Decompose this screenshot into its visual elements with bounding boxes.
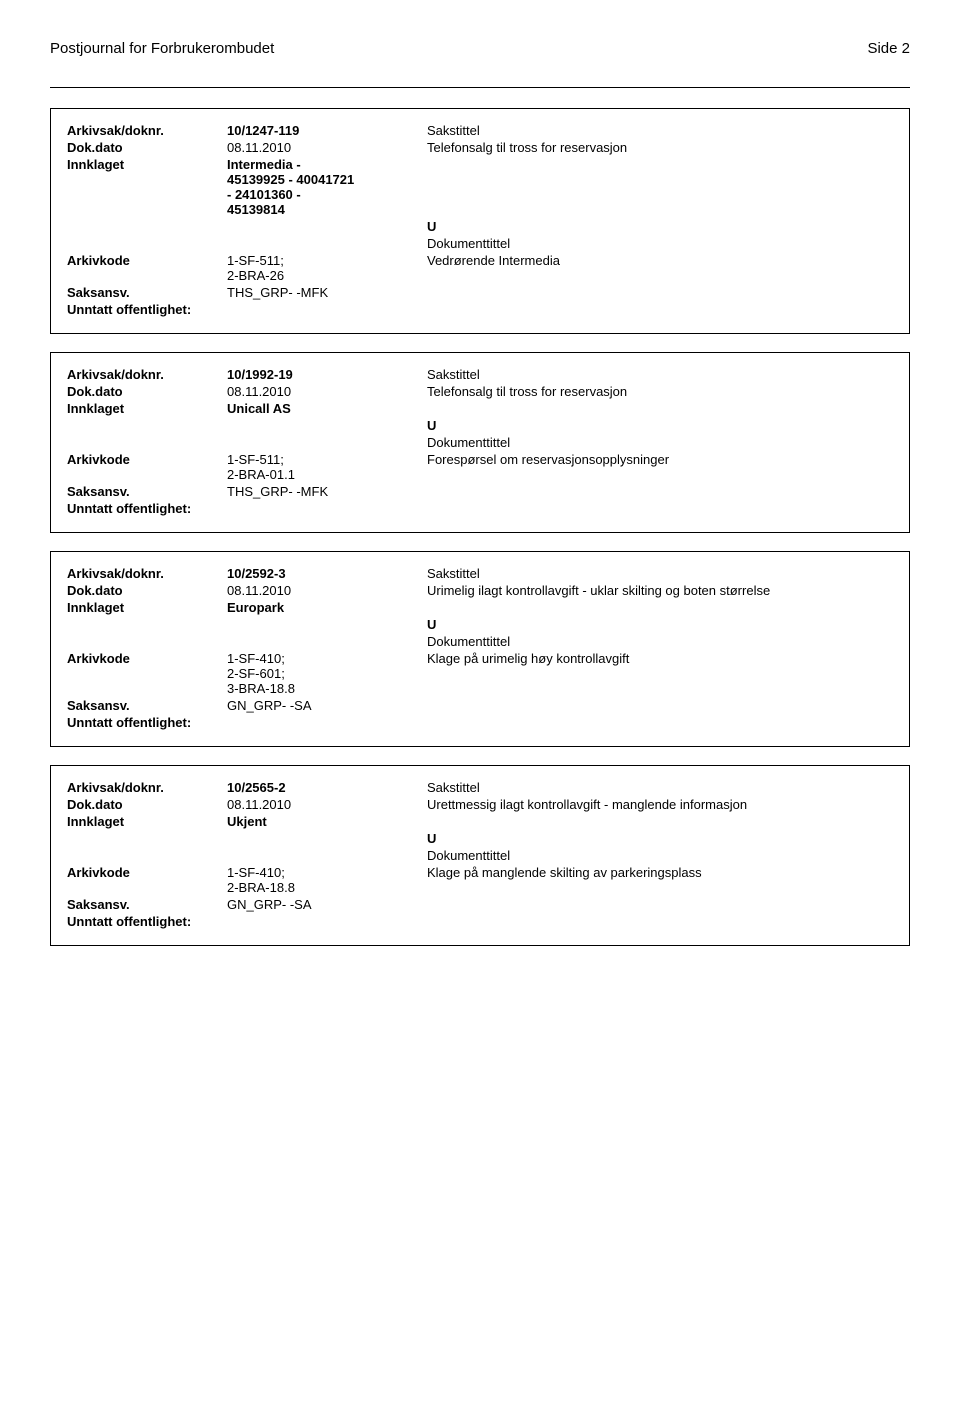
innklaget-label: Innklaget (67, 814, 227, 829)
dokumenttittel-label: Dokumenttittel (427, 848, 893, 863)
sakstittel-label: Sakstittel (427, 123, 893, 138)
innklaget-label: Innklaget (67, 157, 227, 172)
sakstittel-label: Sakstittel (427, 367, 893, 382)
doc-type: U (427, 831, 893, 846)
sakstittel-value: Telefonsalg til tross for reservasjon (427, 140, 893, 155)
dokdato-value: 08.11.2010 (227, 384, 427, 399)
arkivsak-value: 10/1247-119 (227, 123, 427, 138)
header-separator (50, 87, 910, 88)
arkivsak-value: 10/1992-19 (227, 367, 427, 382)
dokdato-label: Dok.dato (67, 140, 227, 155)
innklaget-label: Innklaget (67, 600, 227, 615)
innklaget-value: Ukjent (227, 814, 427, 829)
dokdato-value: 08.11.2010 (227, 583, 427, 598)
dokumenttittel-value: Klage på manglende skilting av parkering… (427, 865, 893, 880)
dokumenttittel-label: Dokumenttittel (427, 236, 893, 251)
sakstittel-value: Urettmessig ilagt kontrollavgift - mangl… (427, 797, 893, 812)
record: Arkivsak/doknr.10/2565-2Sakstittel Dok.da… (50, 765, 910, 946)
dokdato-value: 08.11.2010 (227, 797, 427, 812)
arkivsak-label: Arkivsak/doknr. (67, 123, 227, 138)
arkivkode-value: 1-SF-511; 2-BRA-26 (227, 253, 427, 283)
dokdato-label: Dok.dato (67, 583, 227, 598)
innklaget-value: Unicall AS (227, 401, 427, 416)
arkivkode-value: 1-SF-511; 2-BRA-01.1 (227, 452, 427, 482)
arkivkode-label: Arkivkode (67, 651, 227, 666)
saksansv-value: THS_GRP- -MFK (227, 285, 427, 300)
dokdato-label: Dok.dato (67, 797, 227, 812)
arkivkode-value: 1-SF-410; 2-SF-601; 3-BRA-18.8 (227, 651, 427, 696)
saksansv-label: Saksansv. (67, 897, 227, 912)
innklaget-value: Intermedia - 45139925 - 40041721 - 24101… (227, 157, 427, 217)
record: Arkivsak/doknr.10/1992-19Sakstittel Dok.d… (50, 352, 910, 533)
saksansv-value: GN_GRP- -SA (227, 897, 427, 912)
arkivsak-value: 10/2592-3 (227, 566, 427, 581)
unntatt-label: Unntatt offentlighet: (67, 715, 191, 730)
arkivsak-label: Arkivsak/doknr. (67, 367, 227, 382)
dokumenttittel-value: Vedrørende Intermedia (427, 253, 893, 268)
unntatt-label: Unntatt offentlighet: (67, 302, 191, 317)
arkivkode-label: Arkivkode (67, 865, 227, 880)
record: Arkivsak/doknr.10/2592-3Sakstittel Dok.da… (50, 551, 910, 747)
dokumenttittel-label: Dokumenttittel (427, 634, 893, 649)
page-header: Postjournal for Forbrukerombudet Side 2 (50, 40, 910, 57)
dokdato-value: 08.11.2010 (227, 140, 427, 155)
arkivkode-label: Arkivkode (67, 452, 227, 467)
sakstittel-value: Urimelig ilagt kontrollavgift - uklar sk… (427, 583, 893, 598)
arkivkode-label: Arkivkode (67, 253, 227, 268)
saksansv-label: Saksansv. (67, 285, 227, 300)
page-number: Side 2 (867, 40, 910, 57)
saksansv-value: THS_GRP- -MFK (227, 484, 427, 499)
arkivsak-label: Arkivsak/doknr. (67, 780, 227, 795)
records-container: Arkivsak/doknr.10/1247-119SakstittelDok.… (50, 108, 910, 946)
saksansv-label: Saksansv. (67, 698, 227, 713)
dokumenttittel-value: Klage på urimelig høy kontrollavgift (427, 651, 893, 666)
unntatt-label: Unntatt offentlighet: (67, 914, 191, 929)
arkivkode-value: 1-SF-410; 2-BRA-18.8 (227, 865, 427, 895)
dokdato-label: Dok.dato (67, 384, 227, 399)
doc-type: U (427, 617, 893, 632)
dokumenttittel-value: Forespørsel om reservasjonsopplysninger (427, 452, 893, 467)
arkivsak-value: 10/2565-2 (227, 780, 427, 795)
doc-type: U (427, 219, 893, 234)
arkivsak-label: Arkivsak/doknr. (67, 566, 227, 581)
journal-title: Postjournal for Forbrukerombudet (50, 40, 274, 57)
sakstittel-value: Telefonsalg til tross for reservasjon (427, 384, 893, 399)
doc-type: U (427, 418, 893, 433)
sakstittel-label: Sakstittel (427, 566, 893, 581)
record: Arkivsak/doknr.10/1247-119Sakstittel Dok.… (50, 108, 910, 334)
unntatt-label: Unntatt offentlighet: (67, 501, 191, 516)
innklaget-label: Innklaget (67, 401, 227, 416)
saksansv-label: Saksansv. (67, 484, 227, 499)
dokumenttittel-label: Dokumenttittel (427, 435, 893, 450)
sakstittel-label: Sakstittel (427, 780, 893, 795)
saksansv-value: GN_GRP- -SA (227, 698, 427, 713)
innklaget-value: Europark (227, 600, 427, 615)
